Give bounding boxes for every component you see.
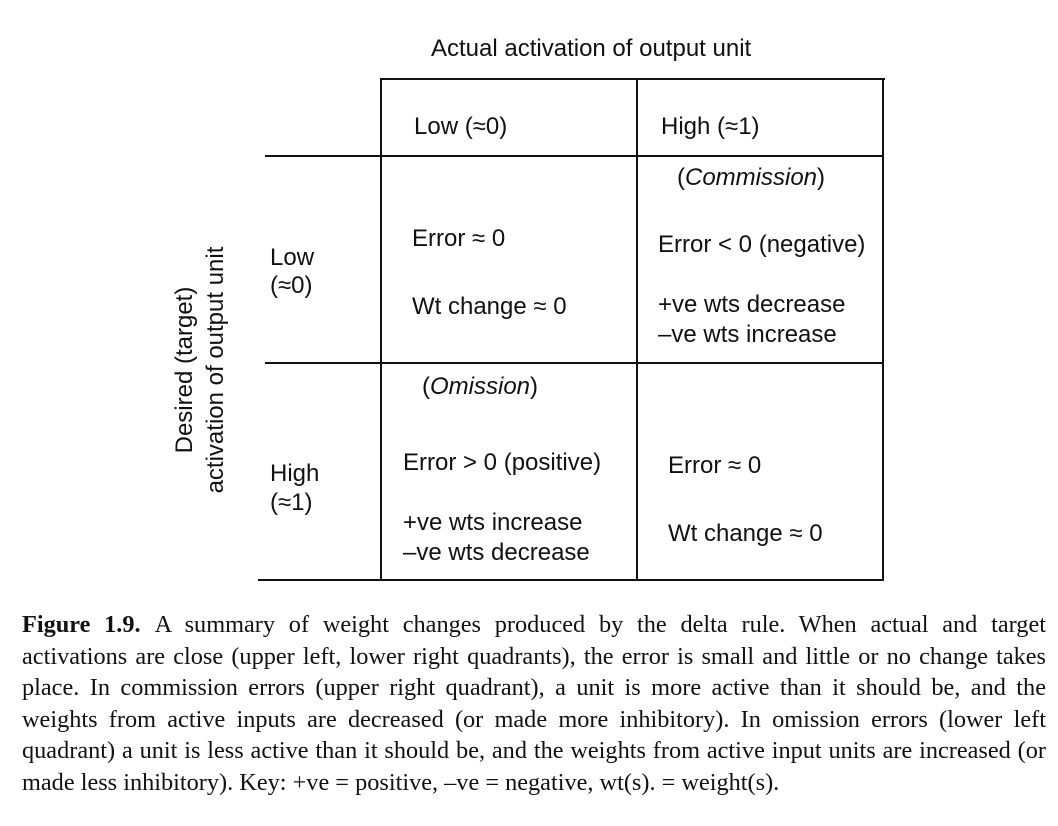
commission-label-text: Commission <box>685 164 818 191</box>
grid-middle-line <box>265 362 884 364</box>
cell-high-high-error: Error ≈ 0 <box>668 452 762 479</box>
grid-center-line <box>636 78 638 581</box>
grid-bottom-line <box>258 579 884 581</box>
figure-caption-text: A summary of weight changes produced by … <box>22 611 1046 796</box>
cell-low-low-error: Error ≈ 0 <box>412 225 506 252</box>
grid-left-line <box>380 78 382 581</box>
row-axis-title: Desired (target) activation of output un… <box>169 247 231 494</box>
figure-caption-label: Figure 1.9. <box>22 611 141 638</box>
figure-caption: Figure 1.9. A summary of weight changes p… <box>22 609 1046 798</box>
omission-label: (Omission) <box>422 373 539 400</box>
row-label-low-value: (≈0) <box>270 272 313 299</box>
cell-high-low-change-2: –ve wts decrease <box>403 539 590 566</box>
cell-low-high-change-2: –ve wts increase <box>658 321 837 348</box>
row-label-high-value: (≈1) <box>270 489 313 516</box>
row-axis-title-line2: activation of output unit <box>202 246 229 494</box>
row-label-low: Low <box>270 244 315 271</box>
cell-high-low-change-1: +ve wts increase <box>403 509 583 536</box>
column-axis-title: Actual activation of output unit <box>431 35 752 62</box>
cell-low-high-change-1: +ve wts decrease <box>658 291 846 318</box>
grid-header-line <box>265 155 884 157</box>
cell-high-low-error: Error > 0 (positive) <box>403 449 602 476</box>
grid-top-line <box>381 78 885 80</box>
cell-low-high-error: Error < 0 (negative) <box>658 231 866 258</box>
column-label-high: High (≈1) <box>661 113 760 140</box>
row-label-high: High <box>270 460 320 487</box>
omission-label-text: Omission <box>430 373 531 400</box>
grid-right-line <box>882 78 884 581</box>
commission-label: (Commission) <box>677 164 826 191</box>
row-axis-title-line1: Desired (target) <box>171 286 198 454</box>
cell-high-high-change: Wt change ≈ 0 <box>668 520 823 547</box>
column-label-low: Low (≈0) <box>414 113 508 140</box>
cell-low-low-change: Wt change ≈ 0 <box>412 293 567 320</box>
